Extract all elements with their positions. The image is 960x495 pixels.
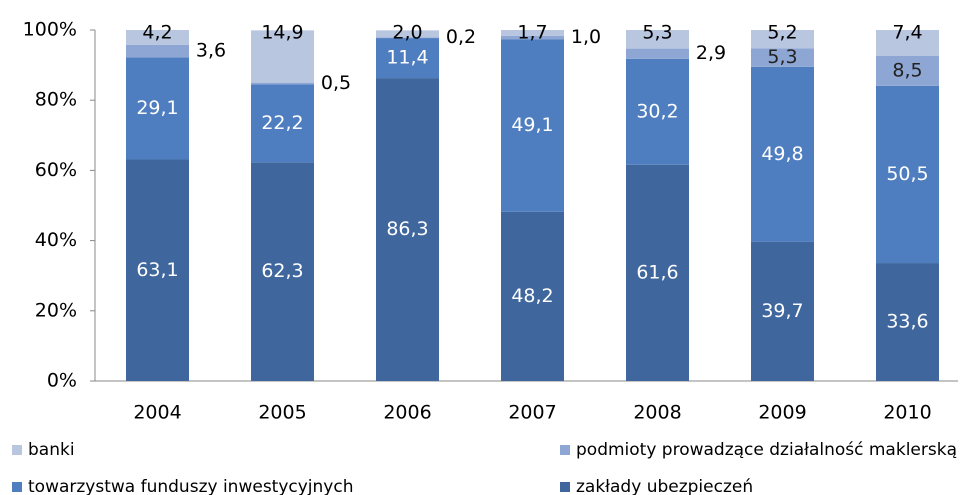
bar-segment [376,78,439,381]
bar-segment [751,241,814,381]
data-label: 2,9 [696,42,726,64]
bar-segment [501,35,564,40]
data-label: 14,9 [261,22,303,44]
y-tick-label: 60% [35,159,77,181]
legend-swatch [560,445,570,455]
bar-segment [876,55,939,86]
legend-label: zakłady ubezpieczeń [576,477,753,495]
bar-segment [876,263,939,381]
bar-segment [626,30,689,49]
bar-segment [126,44,189,58]
bar-segment [876,30,939,56]
data-label: 61,6 [636,261,678,283]
y-tick-label: 100% [23,19,77,41]
bar-segment [626,48,689,59]
data-label: 22,2 [261,112,303,134]
data-label: 0,5 [321,72,351,94]
x-tick-label: 2005 [258,402,306,424]
data-label: 7,4 [892,22,922,44]
legend-label: towarzystwa funduszy inwestycyjnych [28,477,353,495]
y-tick-label: 40% [35,229,77,251]
bar-segment [126,159,189,381]
x-tick-label: 2008 [633,402,681,424]
data-label: 5,2 [767,22,797,44]
data-label: 49,1 [511,114,553,136]
data-label: 1,0 [571,26,601,48]
bar-segment [626,58,689,165]
bar-segment [751,66,814,242]
data-label: 39,7 [761,300,803,322]
data-label: 63,1 [136,259,178,281]
x-tick-label: 2009 [758,402,806,424]
bar-segment [626,164,689,381]
y-tick-label: 80% [35,89,77,111]
bar-segment [251,162,314,381]
legend-swatch [12,445,22,455]
bar-segment [251,30,314,83]
bar-segment [501,211,564,381]
legend-label: banki [28,440,75,460]
bar-segment [751,48,814,67]
bar-segment [376,38,439,79]
x-tick-label: 2007 [508,402,556,424]
y-tick-label: 20% [35,299,77,321]
x-tick-label: 2010 [883,402,931,424]
data-label: 48,2 [511,285,553,307]
bar-segment [126,30,189,45]
x-tick-label: 2004 [133,402,181,424]
bar-segment [376,37,439,39]
bar-segment [376,30,439,38]
data-label: 86,3 [386,218,428,240]
data-label: 33,6 [886,311,928,333]
legend-swatch [12,482,22,492]
data-label: 11,4 [386,47,428,69]
data-label: 62,3 [261,260,303,282]
data-label: 30,2 [636,100,678,122]
y-tick-label: 0% [47,370,77,392]
data-label: 3,6 [196,40,226,62]
data-label: 2,0 [392,22,422,44]
data-label: 49,8 [761,143,803,165]
bar-segment [126,57,189,160]
bar-segment [751,30,814,49]
bar-segment [876,85,939,264]
legend-label: podmioty prowadzące działalność maklersk… [576,440,957,460]
data-label: 5,3 [642,22,672,44]
data-label: 4,2 [142,22,172,44]
data-label: 29,1 [136,97,178,119]
data-label: 0,2 [446,26,476,48]
legend-swatch [560,482,570,492]
bar-segment [501,30,564,36]
x-tick-label: 2006 [383,402,431,424]
data-label: 1,7 [517,21,547,43]
data-label: 5,3 [767,46,797,68]
data-label: 8,5 [892,59,922,81]
bar-segment [251,84,314,163]
bar-segment [251,82,314,85]
bar-segment [501,39,564,212]
data-label: 50,5 [886,163,928,185]
